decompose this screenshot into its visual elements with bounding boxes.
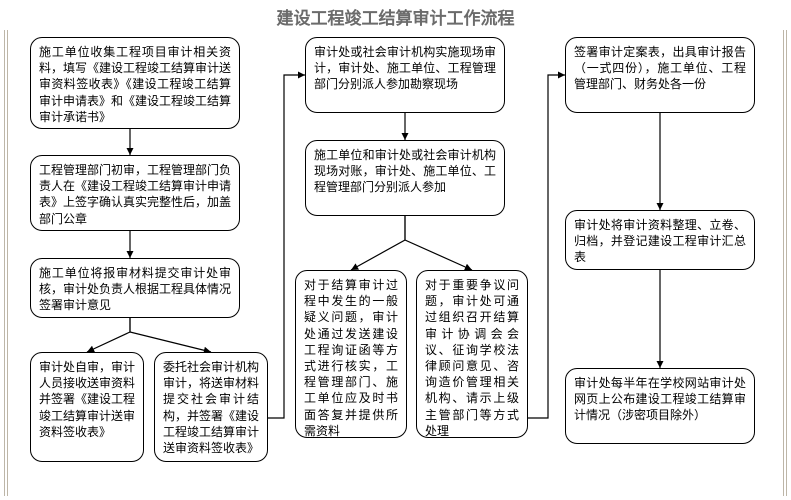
flowchart-node-n5: 审计处或社会审计机构实施现场审计，审计处、施工单位、工程管理部门分别派人参加勘察… xyxy=(305,37,505,113)
edge-n6-n7a xyxy=(351,216,405,270)
flowchart-node-n2: 工程管理部门初审，工程管理部门负责人在《建设工程竣工结算审计申请表》上签字确认真… xyxy=(30,155,240,231)
flowchart-node-n4b: 委托社会审计机构审计，将送审材料提交社会审计结构，并签署《建设工程竣工结算审计送… xyxy=(154,352,268,462)
edge-n6-n7b xyxy=(405,216,472,270)
flowchart-node-n7a: 对于结算审计过程中发生的一般疑义问题，审计处通过发送建设工程询证函等方式进行核实… xyxy=(295,270,407,438)
flowchart-node-n1: 施工单位收集工程项目审计相关资料，填写《建设工程竣工结算审计送审资料签收表》《建… xyxy=(30,37,240,129)
page-title: 建设工程竣工结算审计工作流程 xyxy=(0,4,791,29)
edge-n7b-n8 xyxy=(528,75,565,418)
flowchart-node-n7b: 对于重要争议问题，审计处可通过组织召开结算审计协调会会议、征询学校法律顾问意见、… xyxy=(416,270,528,438)
edge-n3-n4a xyxy=(87,318,130,352)
flowchart-node-n8: 签署审计定案表，出具审计报告（一式四份），施工单位、工程管理部门、财务处各一份 xyxy=(565,37,755,113)
flowchart-node-n3: 施工单位将报审材料提交审计处审核，审计处负责人根据工程具体情况签署审计意见 xyxy=(30,258,240,318)
flowchart-node-n10: 审计处每半年在学校网站审计处网页上公布建设工程竣工结算审计情况（涉密项目除外） xyxy=(565,368,755,444)
flowchart-node-n6: 施工单位和审计处或社会审计机构现场对账，审计处、施工单位、工程管理部门分别派人参… xyxy=(305,140,505,216)
flowchart-node-n9: 审计处将审计资料整理、立卷、归档，并登记建设工程审计汇总表 xyxy=(565,210,755,270)
flowchart-node-n4a: 审计处自审，审计人员接收送审资料并签署《建设工程竣工结算审计送审资料签收表》 xyxy=(30,352,144,462)
edge-n3-n4b xyxy=(130,318,211,352)
